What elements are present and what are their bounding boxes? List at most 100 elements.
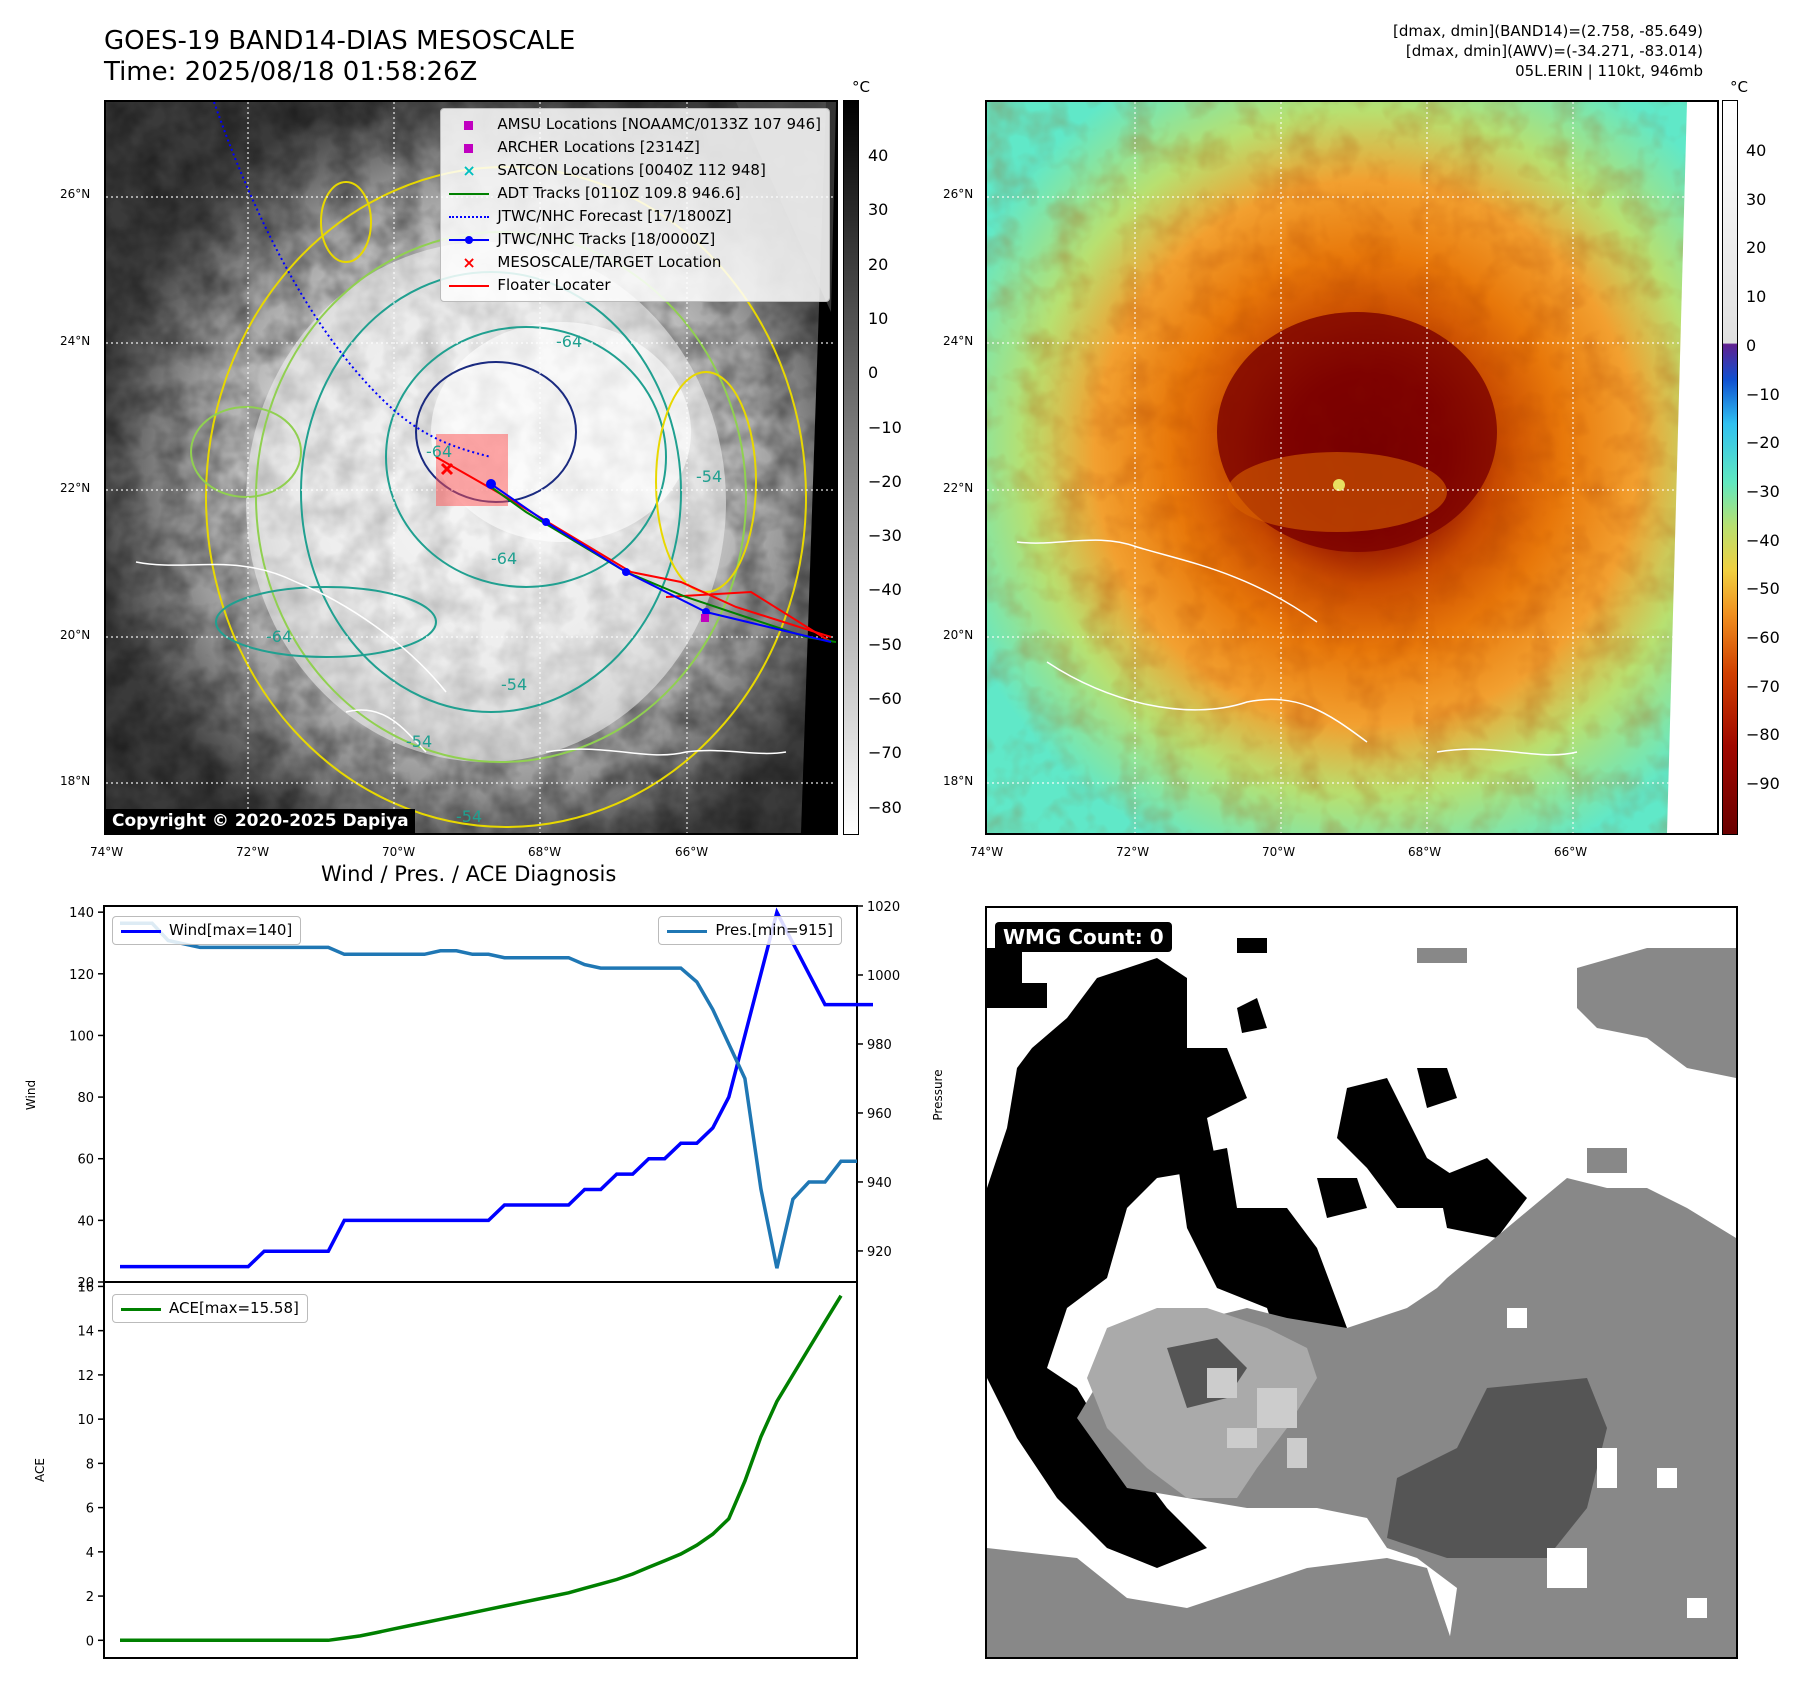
wmg-panel: WMG Count: 0 [985, 906, 1738, 1659]
ir-colorbar [843, 100, 859, 835]
legend-label: ARCHER Locations [2314Z] [497, 138, 700, 156]
lat-label: 18°N [943, 774, 974, 788]
axis-tick-label: 1020 [867, 900, 900, 915]
legend-entry: JTWC/NHC Forecast [17/1800Z] [449, 205, 821, 228]
colorbar-tick-label: 20 [1746, 238, 1767, 258]
awv-colorbar-unit: °C [1730, 78, 1748, 96]
colorbar-tick-label: −10 [868, 417, 902, 437]
legend-swatch [449, 231, 490, 249]
colorbar-tick-label: −70 [1746, 676, 1780, 696]
pressure-ylabel: Pressure [931, 1069, 945, 1120]
legend-label: ADT Tracks [0110Z 109.8 946.6] [497, 184, 741, 202]
contour-label: -54 [501, 675, 527, 694]
wind-legend: Wind[max=140] [112, 916, 302, 945]
colorbar-tick-label: −90 [1746, 774, 1780, 794]
contour-label: -64 [491, 549, 517, 568]
wind-axis-ticks: 20 40 60 80 100 120 140 [69, 906, 104, 1291]
axis-tick-label: 980 [867, 1038, 892, 1053]
axis-tick-label: 60 [77, 1153, 94, 1168]
lon-label: 66°W [1554, 845, 1588, 859]
legend-label: JTWC/NHC Forecast [17/1800Z] [497, 207, 732, 225]
colorbar-tick-label: 20 [868, 254, 889, 274]
lon-label: 66°W [675, 845, 709, 859]
colorbar-tick-label: −70 [868, 743, 902, 763]
storm-info: 05L.ERIN | 110kt, 946mb [1515, 62, 1703, 80]
axis-tick-label: 100 [69, 1029, 94, 1044]
wmg-image [987, 938, 1736, 1657]
pressure-legend: Pres.[min=915] [658, 916, 842, 945]
lat-label: 26°N [60, 187, 91, 201]
contour-label: -64 [426, 442, 452, 461]
colorbar-tick-label: 40 [1746, 141, 1767, 160]
axis-tick-label: 1000 [867, 969, 900, 984]
colorbar-tick-label: −20 [868, 471, 902, 491]
axis-tick-label: 140 [69, 906, 94, 921]
legend-swatch [449, 208, 490, 226]
lat-label: 24°N [943, 334, 974, 348]
lat-label: 22°N [943, 481, 974, 495]
colorbar-tick-label: −60 [868, 689, 902, 708]
colorbar-tick-label: −30 [1746, 481, 1780, 501]
contour-label: -54 [456, 807, 482, 826]
axis-tick-label: 16 [77, 1280, 94, 1295]
legend-swatch [449, 139, 489, 157]
legend-entry: ARCHER Locations [2314Z] [449, 136, 821, 159]
pressure-legend-label: Pres.[min=915] [715, 921, 833, 939]
colorbar-tick-label: −40 [868, 580, 902, 600]
pressure-legend-swatch [667, 922, 708, 940]
legend-label: SATCON Locations [0040Z 112 948] [497, 161, 766, 179]
pressure-series-line [120, 921, 857, 1269]
chart-title: GOES-19 BAND14-DIAS MESOSCALE [104, 26, 576, 56]
awv-range: [dmax, dmin](AWV)=(-34.271, -83.014) [1405, 42, 1703, 60]
lat-label: 22°N [60, 481, 91, 495]
axis-tick-label: 12 [77, 1369, 94, 1384]
legend-swatch: × [462, 252, 476, 272]
legend-entry: Floater Locater [449, 274, 821, 297]
axis-tick-label: 20 [77, 1276, 94, 1291]
lon-label: 72°W [1116, 845, 1150, 859]
legend-entry: JTWC/NHC Tracks [18/0000Z] [449, 228, 821, 251]
ace-axis-ticks: 0 2 4 6 8 10 12 14 16 [77, 1280, 104, 1649]
awv-image [987, 102, 1717, 833]
ace-legend-label: ACE[max=15.58] [169, 1299, 299, 1317]
colorbar-tick-label: 30 [1746, 189, 1767, 209]
axis-tick-label: 14 [77, 1325, 94, 1340]
colorbar-tick-label: −20 [1746, 433, 1780, 453]
lon-label: 74°W [90, 845, 124, 859]
chart-time: Time: 2025/08/18 01:58:26Z [104, 57, 478, 87]
colorbar-tick-label: −50 [1746, 579, 1780, 599]
wmg-count-badge: WMG Count: 0 [995, 922, 1172, 952]
legend-label: AMSU Locations [NOAAMC/0133Z 107 946] [497, 115, 821, 133]
axis-tick-label: 120 [69, 968, 94, 983]
pressure-axis-ticks: 920 940 960 980 1000 1020 [857, 900, 900, 1260]
legend-label: MESOSCALE/TARGET Location [497, 253, 722, 271]
contour-labels: -64 -64 -64 -64 -54 -54 -54 -54 [266, 332, 722, 826]
ace-legend-swatch [121, 1300, 161, 1318]
legend-label: Floater Locater [497, 276, 611, 294]
colorbar-tick-label: −80 [1746, 725, 1780, 745]
colorbar-tick-label: −80 [868, 797, 902, 817]
wind-legend-label: Wind[max=140] [169, 921, 293, 939]
ace-series-line [120, 1294, 843, 1643]
legend-entry: × SATCON Locations [0040Z 112 948] [449, 159, 821, 182]
axis-tick-label: 2 [86, 1590, 94, 1605]
axis-tick-label: 8 [86, 1457, 94, 1472]
band14-range: [dmax, dmin](BAND14)=(2.758, -85.649) [1392, 22, 1703, 40]
axis-tick-label: 40 [77, 1214, 94, 1229]
legend-swatch: × [462, 160, 476, 180]
legend-entry: ADT Tracks [0110Z 109.8 946.6] [449, 182, 821, 205]
axis-tick-label: 920 [867, 1245, 892, 1260]
lon-label: 68°W [1408, 845, 1442, 859]
lon-label: 74°W [970, 845, 1004, 859]
axis-tick-label: 940 [867, 1176, 892, 1191]
colorbar-tick-label: −30 [868, 526, 902, 546]
lat-label: 20°N [943, 628, 974, 642]
copyright-label: Copyright © 2020-2025 Dapiya [106, 809, 415, 833]
colorbar-tick-label: −10 [1746, 384, 1780, 404]
colorbar-tick-label: 30 [868, 200, 889, 220]
colorbar-tick-label: −50 [868, 634, 902, 654]
axis-tick-label: 10 [77, 1413, 94, 1428]
ir-image-panel: -64 -64 -64 -64 -54 -54 -54 -54 AMSU Loc… [104, 100, 838, 835]
colorbar-tick-label: −60 [1746, 628, 1780, 647]
ir-colorbar-unit: °C [852, 78, 870, 96]
